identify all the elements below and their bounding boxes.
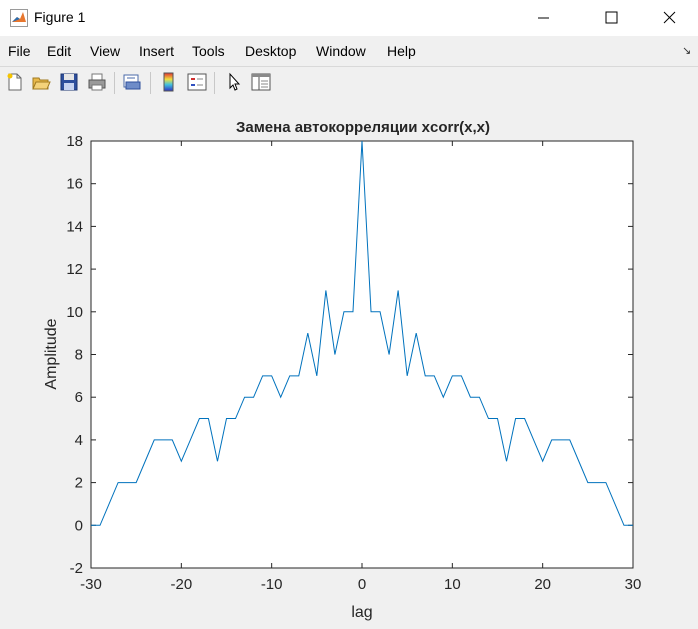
close-button[interactable] <box>646 0 692 36</box>
x-tick-label: 30 <box>625 576 642 593</box>
print-preview-icon[interactable] <box>121 71 143 93</box>
menu-tools[interactable]: Tools <box>192 43 225 59</box>
y-tick-label: 8 <box>75 347 83 364</box>
menu-desktop[interactable]: Desktop <box>245 43 297 59</box>
y-tick-label: 14 <box>66 218 83 235</box>
figure-toolbar <box>0 66 698 100</box>
menu-view[interactable]: View <box>90 43 121 59</box>
x-tick-label: 20 <box>534 576 551 593</box>
open-file-icon[interactable] <box>30 71 52 93</box>
menu-file[interactable]: File <box>8 43 31 59</box>
window-title: Figure 1 <box>34 9 86 25</box>
x-axis-label: lag <box>351 604 372 621</box>
x-tick-label: 0 <box>358 576 366 593</box>
x-tick-label: -30 <box>80 576 102 593</box>
y-tick-label: -2 <box>70 560 83 577</box>
line-chart: Замена автокорреляции xcorr(x,x) -30 -20-… <box>43 119 642 621</box>
x-tick-label: -10 <box>261 576 283 593</box>
y-tick-label: 16 <box>66 176 83 193</box>
menu-bar: File Edit View Insert Tools Desktop Wind… <box>0 40 698 64</box>
matlab-logo-icon <box>10 9 28 27</box>
dock-arrow-icon[interactable]: ↘ <box>682 44 692 57</box>
series-line <box>91 140 633 526</box>
y-tick-label: 6 <box>75 389 83 406</box>
chart-title: Замена автокорреляции xcorr(x,x) <box>236 119 490 136</box>
legend-icon[interactable] <box>186 71 208 93</box>
x-tick-label: -20 <box>170 576 192 593</box>
y-tick-label: 0 <box>75 517 83 534</box>
y-axis-label: Amplitude <box>43 318 60 389</box>
new-figure-icon[interactable] <box>4 71 26 93</box>
save-icon[interactable] <box>58 71 80 93</box>
menu-help[interactable]: Help <box>387 43 416 59</box>
y-tick-label: 2 <box>75 475 83 492</box>
toolbar-separator <box>114 72 115 94</box>
menu-window[interactable]: Window <box>316 43 366 59</box>
y-tick-label: 18 <box>66 133 83 150</box>
maximize-button[interactable] <box>588 0 634 36</box>
colorbar-icon[interactable] <box>158 71 180 93</box>
y-tick-label: 12 <box>66 261 83 278</box>
y-tick-label: 10 <box>66 304 83 321</box>
figure-canvas: Замена автокорреляции xcorr(x,x) -30 -20-… <box>0 99 698 625</box>
toolbar-separator <box>150 72 151 94</box>
window-titlebar: Figure 1 <box>0 0 698 36</box>
toolbar-separator <box>214 72 215 94</box>
y-tick-label: 4 <box>75 432 83 449</box>
menu-edit[interactable]: Edit <box>47 43 72 59</box>
print-icon[interactable] <box>86 71 108 93</box>
property-editor-icon[interactable] <box>250 71 272 93</box>
x-tick-label: 10 <box>444 576 461 593</box>
menu-insert[interactable]: Insert <box>139 43 175 59</box>
plot-area[interactable] <box>90 140 634 569</box>
minimize-button[interactable] <box>520 0 566 36</box>
pointer-icon[interactable] <box>224 71 246 93</box>
